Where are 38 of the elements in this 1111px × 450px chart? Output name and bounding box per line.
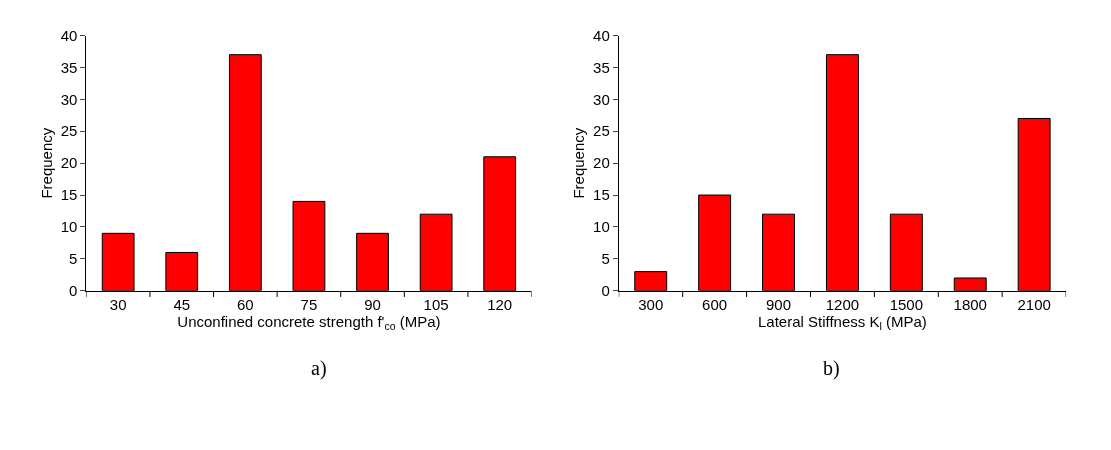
y-tick-label: 5 xyxy=(601,250,610,268)
y-tick-label: 30 xyxy=(593,90,610,108)
y-tick-label: 0 xyxy=(601,282,610,299)
x-tick-label: 75 xyxy=(300,295,318,313)
y-tick-label: 40 xyxy=(593,26,610,44)
y-tick-label: 20 xyxy=(60,154,78,172)
x-axis-title: Unconfined concrete strength f'$_{co}$ (MPa) xyxy=(177,312,441,332)
x-tick-label: 105 xyxy=(423,295,449,313)
x-tick-label: 2100 xyxy=(1017,295,1051,313)
x-tick-label: 1200 xyxy=(825,295,860,313)
x-tick-label: 1500 xyxy=(889,295,924,313)
x-tick-label: 600 xyxy=(702,295,728,313)
y-tick-label: 25 xyxy=(593,122,610,140)
y-axis-title: Frequency xyxy=(570,127,588,199)
x-tick-label: 1800 xyxy=(953,295,987,313)
x-tick-label: 90 xyxy=(364,295,381,313)
y-tick-label: 10 xyxy=(593,218,610,236)
y-tick-label: 40 xyxy=(60,26,78,44)
y-tick-label: 5 xyxy=(69,250,78,268)
y-tick-label: 30 xyxy=(60,90,78,108)
y-tick-label: 15 xyxy=(593,186,610,204)
x-tick-label: 300 xyxy=(638,295,664,313)
x-tick-label: 120 xyxy=(487,295,513,313)
y-tick-label: 20 xyxy=(593,154,610,172)
x-tick-label: 900 xyxy=(766,295,792,313)
y-axis-title: Frequency xyxy=(37,127,55,199)
y-tick-label: 15 xyxy=(60,186,78,204)
y-tick-label: 35 xyxy=(60,58,78,76)
x-tick-label: 45 xyxy=(173,295,191,313)
x-tick-label: 60 xyxy=(237,295,254,313)
y-tick-label: 25 xyxy=(60,122,78,140)
text: a) xyxy=(311,357,327,380)
y-tick-label: 10 xyxy=(60,218,78,236)
y-tick-label: 0 xyxy=(69,282,78,299)
text: b) xyxy=(823,357,840,380)
y-tick-label: 35 xyxy=(593,58,610,76)
x-axis-title: Lateral Stiffness K$_{l}$ (MPa) xyxy=(758,312,927,332)
x-tick-label: 30 xyxy=(109,295,127,313)
